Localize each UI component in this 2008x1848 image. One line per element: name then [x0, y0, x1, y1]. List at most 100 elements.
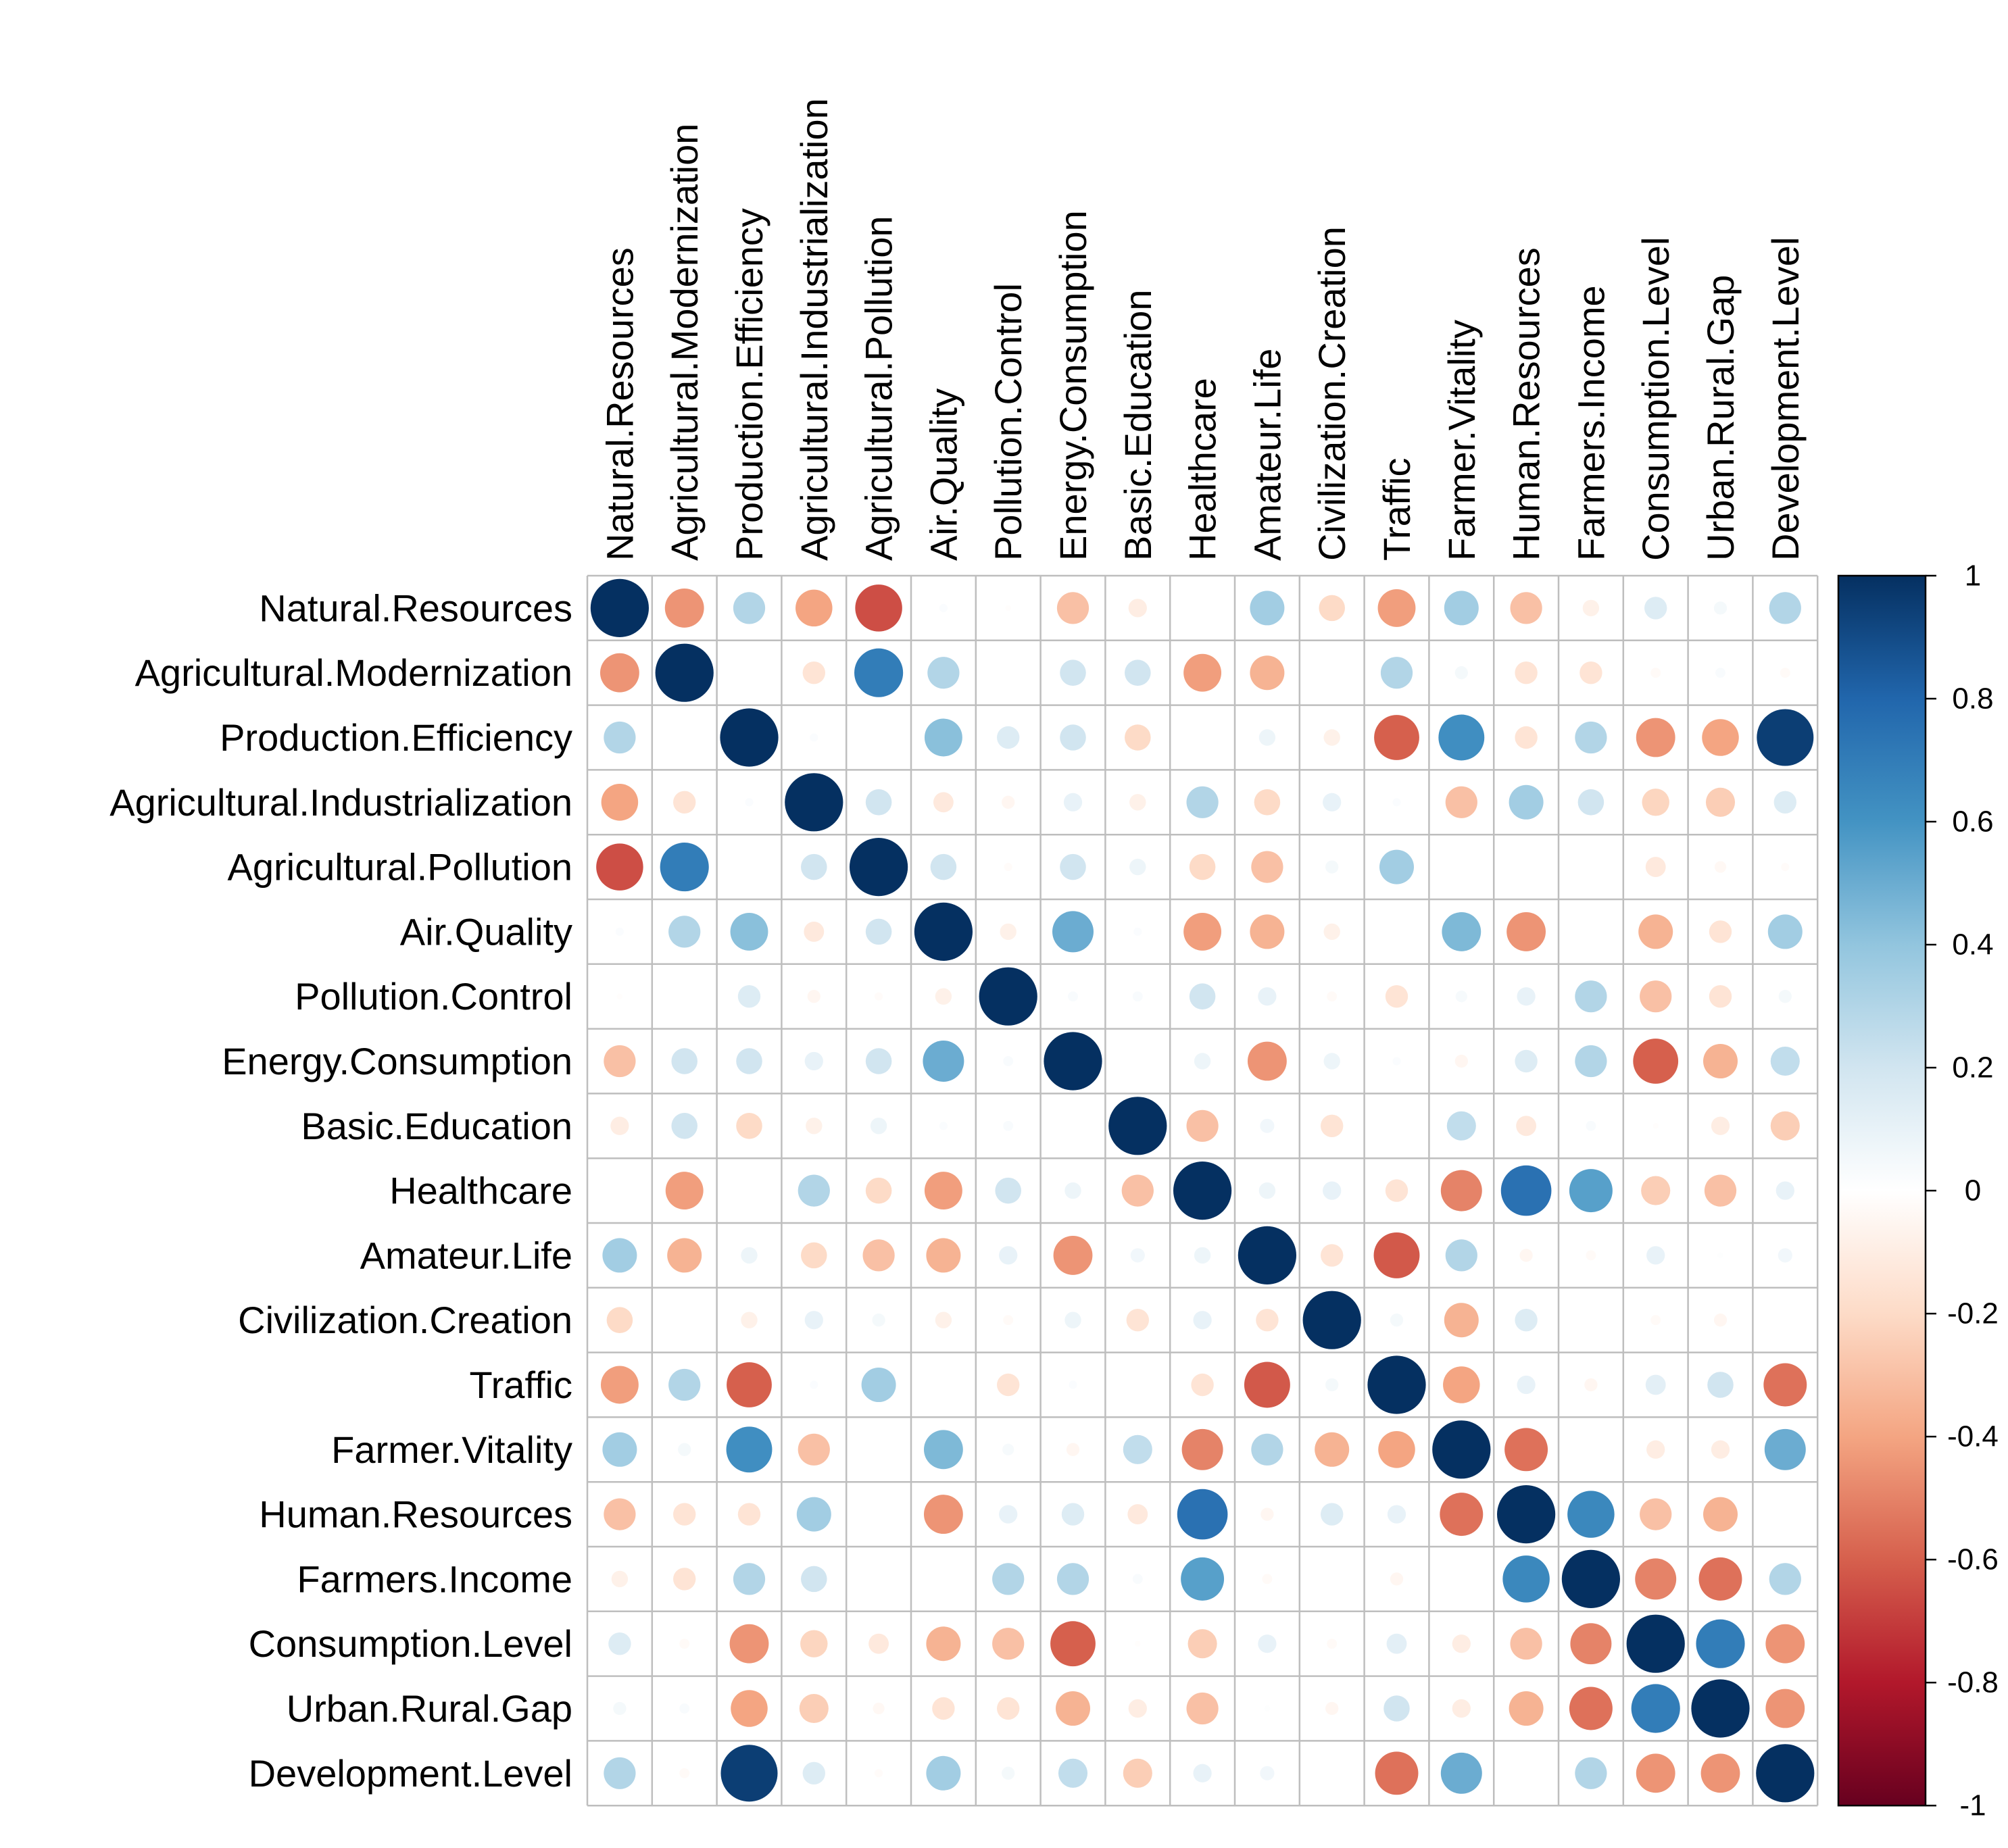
corr-circle-energy-consumption-vs-traffic	[1392, 1057, 1401, 1066]
corr-circle-energy-consumption-vs-development-level	[1770, 1046, 1800, 1076]
corr-circle-agricultural-pollution-vs-air-quality	[930, 853, 957, 880]
legend-tick-label: -0.4	[1947, 1420, 1999, 1453]
corr-circle-natural-resources-vs-human-resources	[1510, 592, 1542, 624]
corr-circle-development-level-vs-traffic	[1375, 1751, 1419, 1795]
corr-circle-development-level-vs-air-quality	[926, 1755, 961, 1791]
corr-circle-farmer-vitality-vs-healthcare	[1181, 1428, 1223, 1470]
legend-tick-label: 1	[1965, 559, 1981, 593]
corr-circle-urban-rural-gap-vs-human-resources	[1509, 1691, 1544, 1726]
corr-circle-human-resources-vs-air-quality	[923, 1495, 963, 1534]
corr-circle-production-efficiency-vs-consumption-level	[1636, 718, 1675, 757]
corr-circle-energy-consumption-vs-agricultural-modernization	[671, 1048, 697, 1074]
corr-circle-urban-rural-gap-vs-production-efficiency	[731, 1690, 768, 1727]
corr-circle-healthcare-vs-traffic	[1385, 1179, 1409, 1202]
corr-circle-farmer-vitality-vs-amateur-life	[1251, 1433, 1283, 1466]
corr-circle-development-level-vs-healthcare	[1193, 1764, 1212, 1782]
corr-circle-agricultural-modernization-vs-human-resources	[1515, 661, 1538, 684]
row-label-agricultural-industrialization: Agricultural.Industrialization	[109, 781, 572, 824]
corr-circle-agricultural-pollution-vs-civilization-creation	[1325, 860, 1339, 874]
corr-circle-agricultural-industrialization-vs-farmer-vitality	[1445, 786, 1477, 818]
corr-circle-production-efficiency-vs-energy-consumption	[1060, 724, 1086, 751]
corr-circle-traffic-vs-healthcare	[1191, 1373, 1214, 1397]
corr-circle-farmers-income-vs-energy-consumption	[1056, 1563, 1089, 1595]
corr-circle-consumption-level-vs-agricultural-pollution	[868, 1633, 889, 1654]
corr-circle-natural-resources-vs-civilization-creation	[1319, 595, 1345, 622]
corr-circle-urban-rural-gap-vs-healthcare	[1186, 1692, 1219, 1725]
column-label-agricultural-industrialization: Agricultural.Industrialization	[793, 98, 835, 561]
corr-circle-energy-consumption-vs-production-efficiency	[736, 1048, 762, 1074]
corr-circle-development-level-vs-urban-rural-gap	[1700, 1753, 1740, 1793]
corr-circle-traffic-vs-agricultural-modernization	[668, 1368, 701, 1401]
corr-circle-development-level-vs-consumption-level	[1636, 1753, 1675, 1793]
corr-circle-natural-resources-vs-traffic	[1377, 589, 1416, 627]
corr-circle-natural-resources-vs-agricultural-industrialization	[795, 589, 833, 627]
corr-circle-human-resources-vs-agricultural-industrialization	[796, 1497, 831, 1532]
corr-circle-urban-rural-gap-vs-energy-consumption	[1055, 1691, 1091, 1726]
corr-circle-urban-rural-gap-vs-consumption-level	[1631, 1684, 1680, 1733]
corr-circle-air-quality-vs-civilization-creation	[1323, 923, 1340, 941]
corr-circle-energy-consumption-vs-consumption-level	[1633, 1039, 1679, 1084]
corr-circle-civilization-creation-vs-healthcare	[1193, 1311, 1212, 1330]
corr-circle-basic-education-vs-consumption-level	[1652, 1122, 1659, 1129]
corr-circle-farmer-vitality-vs-farmer-vitality	[1432, 1420, 1491, 1479]
corr-circle-human-resources-vs-consumption-level	[1640, 1498, 1672, 1530]
corr-circle-farmers-income-vs-human-resources	[1502, 1555, 1550, 1603]
correlation-circles	[590, 578, 1815, 1803]
corr-circle-healthcare-vs-farmers-income	[1569, 1169, 1613, 1213]
corr-circle-agricultural-industrialization-vs-urban-rural-gap	[1705, 787, 1736, 817]
corr-circle-agricultural-modernization-vs-agricultural-industrialization	[802, 661, 825, 684]
corr-circle-healthcare-vs-energy-consumption	[1064, 1182, 1081, 1199]
legend-tick-label: -1	[1959, 1789, 1986, 1822]
legend-tick-label: -0.6	[1947, 1543, 1999, 1576]
corr-circle-air-quality-vs-production-efficiency	[730, 912, 768, 951]
corr-circle-civilization-creation-vs-pollution-control	[1003, 1315, 1014, 1326]
row-label-traffic: Traffic	[470, 1364, 572, 1406]
corr-circle-agricultural-modernization-vs-traffic	[1380, 657, 1413, 689]
corr-circle-pollution-control-vs-urban-rural-gap	[1709, 985, 1732, 1008]
corr-circle-pollution-control-vs-traffic	[1385, 985, 1409, 1008]
corr-circle-consumption-level-vs-farmer-vitality	[1452, 1634, 1471, 1653]
column-labels: Natural.Resources Agricultural.Modernizat…	[598, 98, 1806, 561]
corr-circle-urban-rural-gap-vs-natural-resources	[613, 1701, 627, 1716]
corr-circle-energy-consumption-vs-human-resources	[1515, 1049, 1538, 1073]
corr-circle-energy-consumption-vs-urban-rural-gap	[1703, 1043, 1738, 1079]
corr-circle-natural-resources-vs-production-efficiency	[733, 592, 766, 624]
corr-circle-agricultural-modernization-vs-air-quality	[927, 657, 960, 689]
corr-circle-agricultural-industrialization-vs-agricultural-modernization	[673, 791, 696, 814]
corr-circle-urban-rural-gap-vs-development-level	[1765, 1689, 1805, 1728]
corr-circle-amateur-life-vs-development-level	[1778, 1248, 1792, 1263]
corr-circle-consumption-level-vs-traffic	[1386, 1633, 1407, 1654]
corr-circle-production-efficiency-vs-farmers-income	[1575, 721, 1607, 754]
matrix-grid	[586, 574, 1819, 1807]
corr-circle-consumption-level-vs-human-resources	[1510, 1628, 1542, 1660]
corr-circle-agricultural-modernization-vs-agricultural-modernization	[655, 643, 714, 702]
corr-circle-traffic-vs-traffic	[1367, 1355, 1426, 1414]
corr-circle-human-resources-vs-pollution-control	[999, 1505, 1018, 1524]
corr-circle-agricultural-pollution-vs-agricultural-industrialization	[801, 853, 827, 880]
corr-circle-civilization-creation-vs-consumption-level	[1650, 1315, 1661, 1326]
corr-circle-amateur-life-vs-consumption-level	[1646, 1246, 1665, 1265]
corr-circle-pollution-control-vs-farmers-income	[1575, 980, 1607, 1013]
corr-circle-farmer-vitality-vs-development-level	[1764, 1428, 1806, 1470]
corr-circle-energy-consumption-vs-agricultural-pollution	[865, 1048, 892, 1074]
row-label-natural-resources: Natural.Resources	[259, 586, 572, 629]
corr-circle-human-resources-vs-traffic	[1387, 1505, 1406, 1524]
corr-circle-agricultural-industrialization-vs-basic-education	[1129, 794, 1146, 811]
corr-circle-traffic-vs-civilization-creation	[1325, 1378, 1339, 1392]
corr-circle-amateur-life-vs-urban-rural-gap	[1717, 1252, 1723, 1259]
corr-circle-civilization-creation-vs-basic-education	[1126, 1309, 1149, 1332]
corr-circle-natural-resources-vs-agricultural-pollution	[855, 584, 902, 632]
corr-circle-agricultural-industrialization-vs-consumption-level	[1642, 789, 1669, 816]
corr-circle-farmers-income-vs-amateur-life	[1262, 1574, 1273, 1584]
corr-circle-agricultural-pollution-vs-pollution-control	[1004, 863, 1012, 872]
corr-circle-amateur-life-vs-human-resources	[1519, 1249, 1533, 1262]
legend-tick-label: -0.8	[1947, 1666, 1999, 1699]
corr-circle-agricultural-pollution-vs-agricultural-modernization	[660, 843, 709, 892]
corr-circle-civilization-creation-vs-amateur-life	[1256, 1309, 1279, 1332]
row-label-agricultural-pollution: Agricultural.Pollution	[228, 846, 572, 889]
corr-circle-pollution-control-vs-consumption-level	[1640, 980, 1672, 1013]
corr-circle-civilization-creation-vs-production-efficiency	[741, 1312, 758, 1328]
corr-circle-development-level-vs-agricultural-modernization	[679, 1768, 690, 1778]
corr-circle-healthcare-vs-consumption-level	[1641, 1176, 1671, 1205]
corr-circle-traffic-vs-agricultural-industrialization	[810, 1380, 818, 1389]
